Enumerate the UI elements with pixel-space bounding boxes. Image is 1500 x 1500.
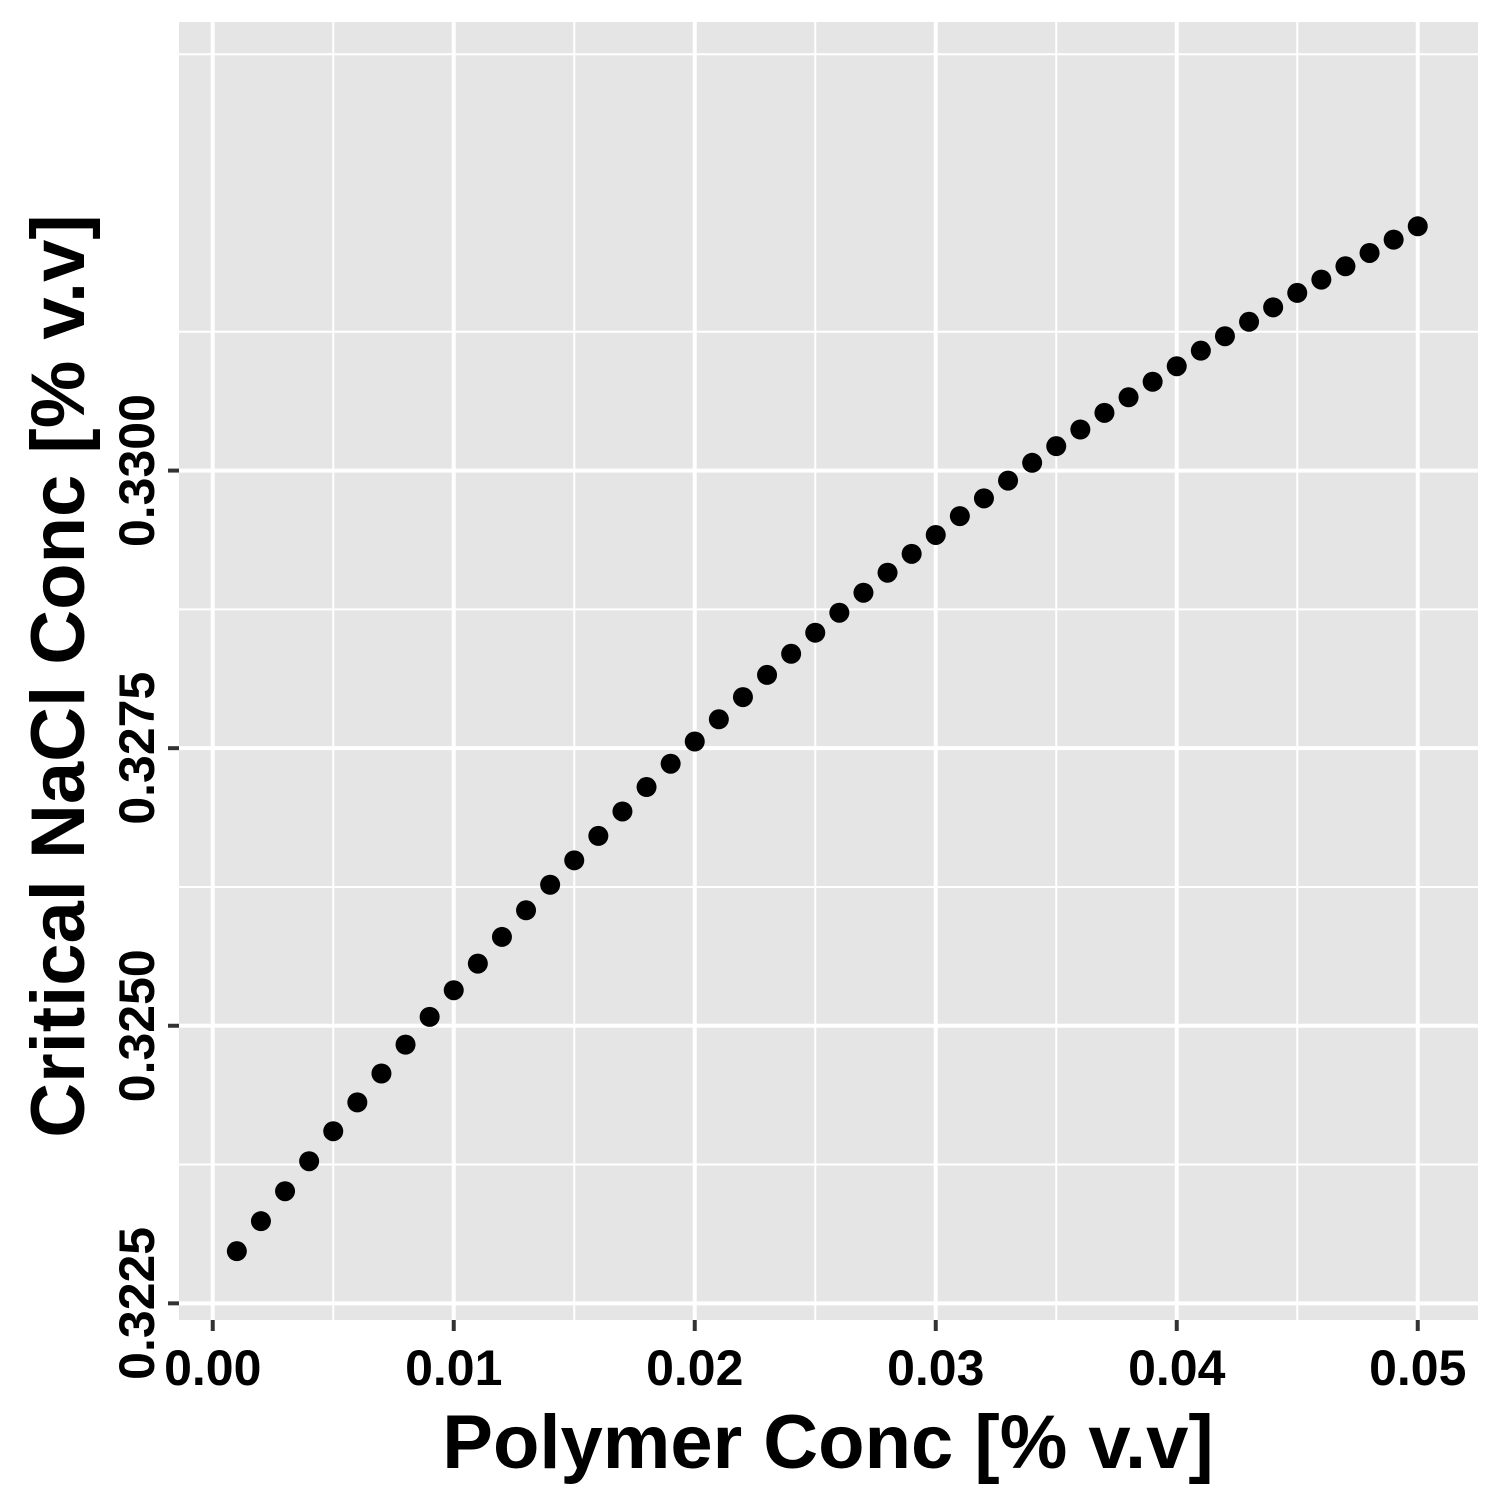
x-tick-label: 0.03 [887, 1340, 984, 1396]
data-point [732, 687, 753, 708]
x-tick-label: 0.05 [1369, 1340, 1466, 1396]
data-point [1118, 387, 1139, 408]
data-point [1142, 371, 1163, 392]
data-point [877, 562, 898, 583]
axis-ticks [168, 468, 1420, 1331]
data-point [588, 825, 609, 846]
x-tick-label: 0.04 [1128, 1340, 1226, 1396]
data-point [1190, 340, 1211, 361]
grid-major [179, 22, 1478, 1320]
data-point [660, 753, 681, 774]
data-point [419, 1006, 440, 1027]
data-point [805, 622, 826, 643]
data-point [901, 543, 922, 564]
data-point [347, 1092, 368, 1113]
y-tick-label: 0.3225 [109, 1227, 165, 1380]
y-tick-label: 0.3275 [109, 672, 165, 825]
data-point [684, 731, 705, 752]
data-point [1214, 326, 1235, 347]
x-tick-label: 0.01 [405, 1340, 502, 1396]
data-point [708, 709, 729, 730]
data-point [371, 1063, 392, 1084]
data-point [853, 582, 874, 603]
x-tick-labels: 0.00 0.01 0.02 0.03 0.04 0.05 [164, 1340, 1466, 1396]
data-point [1335, 256, 1356, 277]
data-point [1094, 402, 1115, 423]
y-axis-title: Critical NaCl Conc [% v.v] [16, 214, 101, 1137]
data-point [323, 1121, 344, 1142]
data-point [636, 777, 657, 798]
data-point [491, 926, 512, 947]
x-tick-label: 0.00 [164, 1340, 261, 1396]
data-point [1046, 436, 1067, 457]
y-tick-label: 0.3250 [109, 949, 165, 1102]
data-point [299, 1151, 320, 1172]
data-point [998, 470, 1019, 491]
data-point [540, 874, 561, 895]
data-point [925, 524, 946, 545]
data-point [516, 900, 537, 921]
data-point [612, 801, 633, 822]
data-point [467, 953, 488, 974]
data-point [1383, 229, 1404, 250]
data-point [1263, 297, 1284, 318]
x-tick-label: 0.02 [646, 1340, 743, 1396]
data-point [1070, 419, 1091, 440]
data-point [226, 1241, 247, 1262]
data-point [781, 643, 802, 664]
data-point [250, 1211, 271, 1232]
data-point [1407, 216, 1428, 237]
data-point [1311, 269, 1332, 290]
data-point [973, 488, 994, 509]
data-point [275, 1181, 296, 1202]
data-point [757, 664, 778, 685]
grid-minor [179, 22, 1478, 1320]
data-point [1359, 242, 1380, 263]
data-point [949, 506, 970, 527]
data-point [443, 980, 464, 1001]
data-point [564, 850, 585, 871]
data-point [1239, 311, 1260, 332]
x-axis-title: Polymer Conc [% v.v] [442, 1400, 1213, 1485]
y-tick-labels: 0.3225 0.3250 0.3275 0.3300 [109, 394, 165, 1380]
data-point [395, 1034, 416, 1055]
data-point [1166, 356, 1187, 377]
plot-panel [179, 22, 1478, 1320]
data-point [1287, 282, 1308, 303]
y-tick-label: 0.3300 [109, 394, 165, 547]
data-points [226, 216, 1428, 1262]
data-point [1022, 452, 1043, 473]
data-point [829, 602, 850, 623]
